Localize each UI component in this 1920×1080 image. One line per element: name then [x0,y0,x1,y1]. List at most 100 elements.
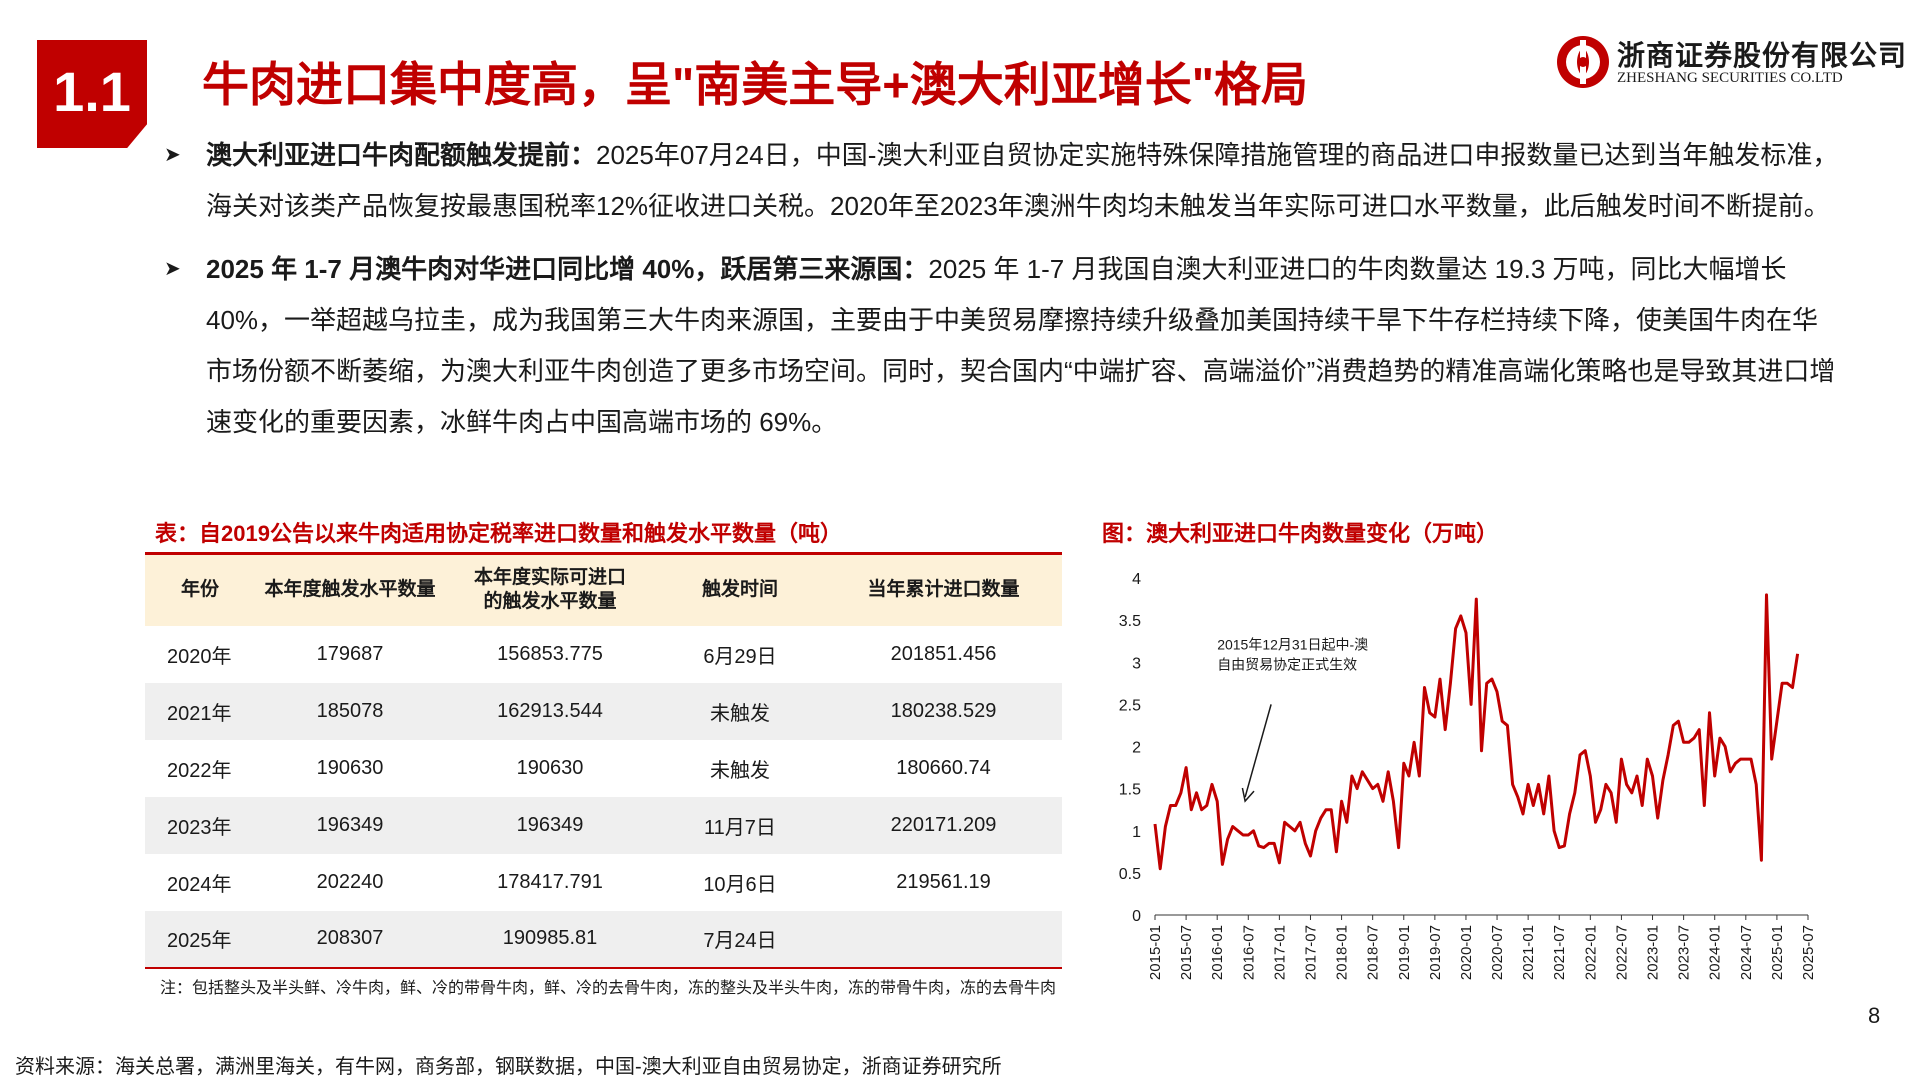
y-tick-label: 1.5 [1119,782,1141,799]
cell-trigger-date: 7月24日 [703,930,777,952]
page-number: 8 [1868,1003,1881,1028]
cell-year: 2021年 [167,702,232,725]
cell-year: 2023年 [167,816,232,839]
table-row: 2022年 190630 190630 未触发 180660.74 [145,740,1062,797]
x-tick-label: 2017-01 [1271,925,1288,980]
page-title: 牛肉进口集中度高，呈"南美主导+澳大利亚增长"格局 [202,58,1309,111]
section-badge: 1.1 [37,40,147,148]
x-tick-label: 2024-07 [1738,925,1755,980]
bullet-lead: 2025 年 1-7 月澳牛肉对华进口同比增 40%，跃居第三来源国： [206,254,929,284]
cell-trigger-date: 10月6日 [703,873,777,896]
x-tick-label: 2025-01 [1769,925,1786,980]
table-row: 2020年 179687 156853.775 6月29日 201851.456 [145,626,1062,683]
cell-trigger-level: 196349 [316,813,384,836]
y-tick-label: 3.5 [1119,613,1141,630]
beef-import-line-chart: 0 0.5 1 1.5 2 2.5 3 3.5 4 2015-01 2015-07 2016-01 20… [1119,571,1817,980]
chart-axes: 0 0.5 1 1.5 2 2.5 3 3.5 4 2015-01 2015-07 2016-01 20… [1119,571,1817,980]
cell-trigger-date: 未触发 [710,702,770,725]
x-tick-label: 2023-01 [1645,925,1662,980]
cell-actual-level: 190985.81 [502,927,598,949]
cell-year: 2022年 [167,759,232,782]
y-tick-label: 2 [1132,740,1141,757]
cell-trigger-level: 179687 [316,642,384,665]
annotation-arrow-line [1244,704,1272,798]
x-tick-label: 2015-07 [1178,925,1195,980]
x-tick-label: 2016-07 [1240,925,1257,980]
y-tick-label: 3 [1132,655,1141,672]
cell-actual-level: 162913.544 [497,699,603,722]
x-tick-label: 2018-07 [1365,925,1382,980]
y-tick-label: 0 [1132,908,1141,925]
annotation-arrow-head [1241,787,1255,803]
logo-english-name: ZHESHANG SECURITIES CO.LTD [1617,70,1843,86]
cell-actual-level: 196349 [516,813,584,836]
company-logo: 浙商证券股份有限公司 ZHESHANG SECURITIES CO.LTD [1555,32,1906,92]
cell-cumulative: 220171.209 [890,813,997,836]
table-row: 2025年 208307 190985.81 7月24日 [145,910,1062,968]
x-tick-label: 2018-01 [1334,925,1351,980]
logo-chinese-name: 浙商证券股份有限公司 [1617,40,1908,71]
bullet-list: ➤ 澳大利亚进口牛肉配额触发提前：2025年07月24日，中国-澳大利亚自贸协定… [160,130,1840,460]
x-tick-label: 2022-07 [1613,925,1630,980]
x-tick-label: 2022-01 [1582,925,1599,980]
x-tick-label: 2019-07 [1427,925,1444,980]
bullet-text: 2025 年 1-7 月我国自澳大利亚进口的牛肉数量达 19.3 万吨，同比大幅… [206,254,1836,437]
annotation-text: 自由贸易协定正式生效 [1217,657,1357,673]
x-tick-label: 2024-01 [1707,925,1724,980]
cell-trigger-level: 202240 [316,870,384,893]
table-row: 2023年 196349 196349 11月7日 220171.209 [145,796,1062,854]
bullet-item-quota: ➤ 澳大利亚进口牛肉配额触发提前：2025年07月24日，中国-澳大利亚自贸协定… [160,130,1840,232]
annotation-text: 2015年12月31日起中-澳 [1217,637,1368,653]
x-tick-label: 2015-01 [1147,925,1164,980]
header-actual-level: 本年度实际可进口的触发水平数量 [473,567,626,613]
x-tick-label: 2017-07 [1302,925,1319,980]
x-tick-label: 2021-07 [1551,925,1568,980]
cell-trigger-level: 185078 [316,699,384,722]
zheshang-logo-icon [1557,36,1609,88]
header-cumulative: 当年累计进口数量 [867,579,1020,601]
x-tick-label: 2021-01 [1520,925,1537,980]
arrow-bullet-icon: ➤ [164,258,181,280]
series-line [1153,593,1800,871]
x-tick-label: 2023-07 [1676,925,1693,980]
cell-year: 2020年 [167,645,232,668]
x-tick-label: 2020-07 [1489,925,1506,980]
header-trigger-date: 触发时间 [701,579,778,601]
cell-trigger-date: 11月7日 [704,816,776,839]
y-tick-label: 4 [1132,571,1141,588]
y-tick-label: 2.5 [1119,697,1141,714]
quota-table: 年份 本年度触发水平数量 本年度实际可进口的触发水平数量 触发时间 当年累计进口… [145,552,1062,969]
table-header-row: 年份 本年度触发水平数量 本年度实际可进口的触发水平数量 触发时间 当年累计进口… [145,553,1062,626]
section-number: 1.1 [53,59,131,123]
bullet-item-growth: ➤ 2025 年 1-7 月澳牛肉对华进口同比增 40%，跃居第三来源国：202… [160,244,1840,448]
table-row: 2021年 185078 162913.544 未触发 180238.529 [145,682,1062,740]
table-row: 2024年 202240 178417.791 10月6日 219561.19 [145,854,1062,911]
y-tick-label: 1 [1132,824,1141,841]
cell-cumulative: 180238.529 [890,699,997,722]
cell-trigger-date: 未触发 [710,759,770,782]
arrow-bullet-icon: ➤ [164,144,181,166]
cell-year: 2024年 [167,873,232,896]
cell-cumulative [825,911,1062,968]
cell-actual-level: 190630 [516,756,584,779]
bullet-lead: 澳大利亚进口牛肉配额触发提前： [206,140,597,170]
x-tick-label: 2016-01 [1209,925,1226,980]
y-tick-label: 0.5 [1119,866,1141,883]
header-year: 年份 [180,579,219,601]
cell-cumulative: 180660.74 [896,756,991,779]
chart-title: 图：澳大利亚进口牛肉数量变化（万吨） [1102,521,1499,546]
bullet-text: 2025年07月24日，中国-澳大利亚自贸协定实施特殊保障措施管理的商品进口申报… [206,140,1839,221]
cell-actual-level: 178417.791 [497,870,603,893]
cell-year: 2025年 [167,930,232,952]
cell-trigger-date: 6月29日 [703,645,777,668]
x-tick-label: 2020-01 [1458,925,1475,980]
x-tick-label: 2025-07 [1800,925,1817,980]
header-trigger-level: 本年度触发水平数量 [264,579,436,601]
cell-trigger-level: 190630 [316,756,384,779]
cell-trigger-level: 208307 [316,927,384,949]
cell-cumulative: 201851.456 [890,642,997,665]
table-note: 注：包括整头及半头鲜、冷牛肉，鲜、冷的带骨牛肉，鲜、冷的去骨牛肉，冻的整头及半头… [160,980,1057,997]
cell-actual-level: 156853.775 [497,642,603,665]
source-line: 资料来源：海关总署，满洲里海关，有牛网，商务部，钢联数据，中国-澳大利亚自由贸易… [15,1056,1002,1078]
